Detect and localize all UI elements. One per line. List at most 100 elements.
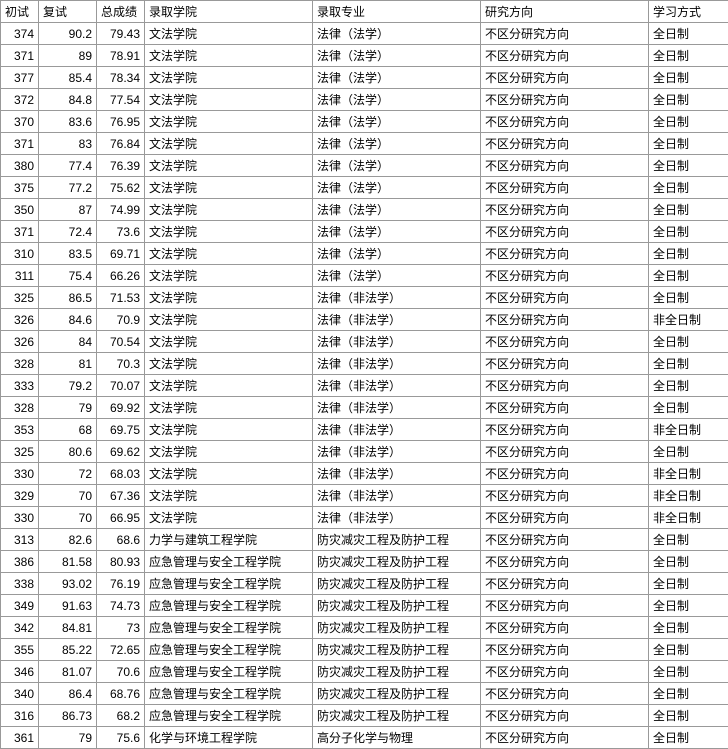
table-cell: 全日制 [649,551,728,573]
table-row: 31083.569.71文法学院法律（法学）不区分研究方向全日制 [1,243,728,265]
table-cell: 不区分研究方向 [481,397,649,419]
table-cell: 78.34 [97,67,145,89]
table-cell: 69.71 [97,243,145,265]
table-row: 37083.676.95文法学院法律（法学）不区分研究方向全日制 [1,111,728,133]
table-cell: 329 [1,485,39,507]
table-cell: 防灾减灾工程及防护工程 [313,617,481,639]
table-cell: 不区分研究方向 [481,199,649,221]
table-cell: 全日制 [649,67,728,89]
table-cell: 333 [1,375,39,397]
table-cell: 不区分研究方向 [481,661,649,683]
table-row: 34681.0770.6应急管理与安全工程学院防灾减灾工程及防护工程不区分研究方… [1,661,728,683]
table-cell: 法律（法学） [313,133,481,155]
table-row: 3617975.6化学与环境工程学院高分子化学与物理不区分研究方向全日制 [1,727,728,749]
table-cell: 349 [1,595,39,617]
table-cell: 74.73 [97,595,145,617]
table-cell: 法律（法学） [313,199,481,221]
table-cell: 313 [1,529,39,551]
table-row: 3718376.84文法学院法律（法学）不区分研究方向全日制 [1,133,728,155]
table-cell: 81.07 [39,661,97,683]
table-cell: 法律（法学） [313,23,481,45]
table-cell: 文法学院 [145,309,313,331]
table-cell: 74.99 [97,199,145,221]
table-cell: 326 [1,331,39,353]
table-row: 3307066.95文法学院法律（非法学）不区分研究方向非全日制 [1,507,728,529]
table-cell: 文法学院 [145,23,313,45]
table-cell: 310 [1,243,39,265]
table-cell: 法律（非法学） [313,331,481,353]
table-cell: 不区分研究方向 [481,331,649,353]
table-cell: 全日制 [649,155,728,177]
table-cell: 84 [39,331,97,353]
header-cell: 录取学院 [145,1,313,23]
table-cell: 79 [39,397,97,419]
table-cell: 不区分研究方向 [481,551,649,573]
table-cell: 文法学院 [145,287,313,309]
table-row: 37172.473.6文法学院法律（法学）不区分研究方向全日制 [1,221,728,243]
table-cell: 全日制 [649,397,728,419]
table-cell: 371 [1,45,39,67]
table-cell: 不区分研究方向 [481,727,649,749]
admission-table: 初试复试总成绩录取学院录取专业研究方向学习方式 37490.279.43文法学院… [0,0,728,749]
table-cell: 应急管理与安全工程学院 [145,705,313,727]
table-cell: 文法学院 [145,419,313,441]
table-cell: 全日制 [649,661,728,683]
table-cell: 全日制 [649,529,728,551]
table-cell: 81.58 [39,551,97,573]
table-cell: 346 [1,661,39,683]
table-cell: 75.6 [97,727,145,749]
table-cell: 不区分研究方向 [481,353,649,375]
table-cell: 不区分研究方向 [481,463,649,485]
table-cell: 328 [1,353,39,375]
table-cell: 76.39 [97,155,145,177]
table-cell: 83 [39,133,97,155]
table-cell: 350 [1,199,39,221]
table-cell: 70 [39,485,97,507]
table-cell: 全日制 [649,441,728,463]
table-cell: 文法学院 [145,67,313,89]
table-cell: 全日制 [649,705,728,727]
table-cell: 75.62 [97,177,145,199]
table-cell: 防灾减灾工程及防护工程 [313,595,481,617]
table-cell: 84.6 [39,309,97,331]
table-cell: 文法学院 [145,221,313,243]
table-cell: 不区分研究方向 [481,133,649,155]
table-cell: 330 [1,507,39,529]
table-cell: 86.73 [39,705,97,727]
table-cell: 311 [1,265,39,287]
table-cell: 不区分研究方向 [481,155,649,177]
table-cell: 70.9 [97,309,145,331]
table-cell: 70.07 [97,375,145,397]
table-row: 34086.468.76应急管理与安全工程学院防灾减灾工程及防护工程不区分研究方… [1,683,728,705]
table-cell: 69.75 [97,419,145,441]
table-cell: 70.54 [97,331,145,353]
header-cell: 初试 [1,1,39,23]
table-cell: 法律（非法学） [313,441,481,463]
table-cell: 全日制 [649,375,728,397]
table-cell: 72 [39,463,97,485]
table-cell: 文法学院 [145,265,313,287]
table-cell: 不区分研究方向 [481,111,649,133]
table-cell: 应急管理与安全工程学院 [145,551,313,573]
table-cell: 高分子化学与物理 [313,727,481,749]
table-cell: 文法学院 [145,375,313,397]
table-cell: 法律（法学） [313,243,481,265]
table-cell: 法律（法学） [313,221,481,243]
table-cell: 79.2 [39,375,97,397]
table-cell: 文法学院 [145,397,313,419]
table-cell: 不区分研究方向 [481,221,649,243]
table-row: 32684.670.9文法学院法律（非法学）不区分研究方向非全日制 [1,309,728,331]
table-cell: 不区分研究方向 [481,705,649,727]
table-cell: 全日制 [649,595,728,617]
table-cell: 316 [1,705,39,727]
table-cell: 不区分研究方向 [481,595,649,617]
header-cell: 研究方向 [481,1,649,23]
table-cell: 全日制 [649,617,728,639]
table-cell: 文法学院 [145,463,313,485]
table-cell: 非全日制 [649,485,728,507]
table-cell: 70.6 [97,661,145,683]
table-cell: 法律（法学） [313,111,481,133]
table-cell: 不区分研究方向 [481,309,649,331]
header-cell: 学习方式 [649,1,728,23]
table-cell: 力学与建筑工程学院 [145,529,313,551]
